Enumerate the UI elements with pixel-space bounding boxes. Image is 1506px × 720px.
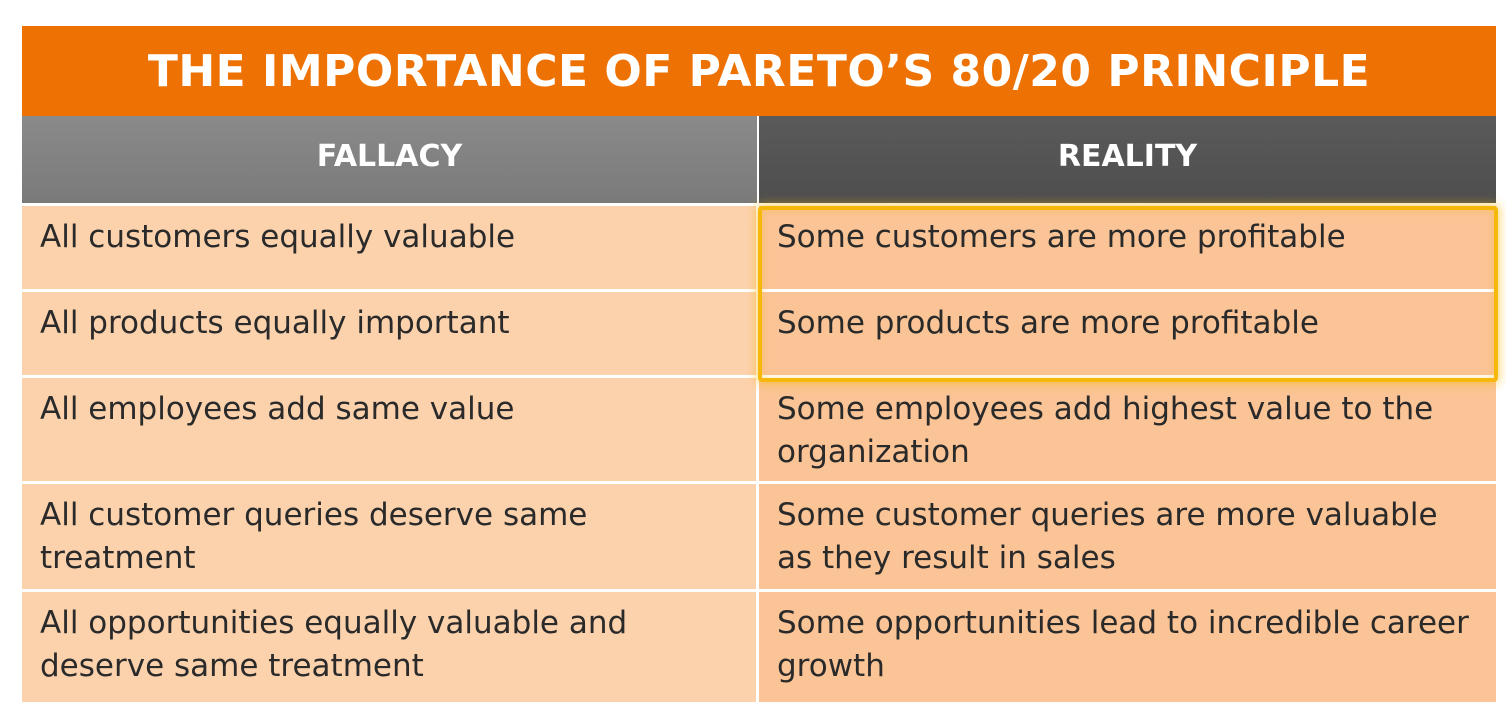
header-row: FALLACY REALITY [22,116,1496,203]
fallacy-cell: All products equally important [22,292,759,375]
table-body: All customers equally valuable Some cust… [22,203,1496,702]
table-title: THE IMPORTANCE OF PARETO’S 80/20 PRINCIP… [147,45,1371,97]
pareto-table: THE IMPORTANCE OF PARETO’S 80/20 PRINCIP… [22,26,1498,702]
reality-header: REALITY [759,116,1496,203]
table-row: All employees add same value Some employ… [22,375,1496,481]
table-row: All opportunities equally valuable and d… [22,589,1496,702]
table-row: All products equally important Some prod… [22,289,1496,375]
fallacy-cell: All customer queries deserve same treatm… [22,484,759,589]
reality-cell: Some customers are more profitable [759,206,1496,289]
reality-cell: Some customer queries are more valuable … [759,484,1496,589]
fallacy-cell: All employees add same value [22,378,759,481]
reality-cell: Some opportunities lead to incredible ca… [759,592,1496,702]
reality-cell: Some employees add highest value to the … [759,378,1496,481]
fallacy-cell: All customers equally valuable [22,206,759,289]
title-bar: THE IMPORTANCE OF PARETO’S 80/20 PRINCIP… [22,26,1496,116]
table-row: All customers equally valuable Some cust… [22,203,1496,289]
fallacy-cell: All opportunities equally valuable and d… [22,592,759,702]
table-row: All customer queries deserve same treatm… [22,481,1496,589]
fallacy-header: FALLACY [22,116,759,203]
reality-cell: Some products are more profitable [759,292,1496,375]
